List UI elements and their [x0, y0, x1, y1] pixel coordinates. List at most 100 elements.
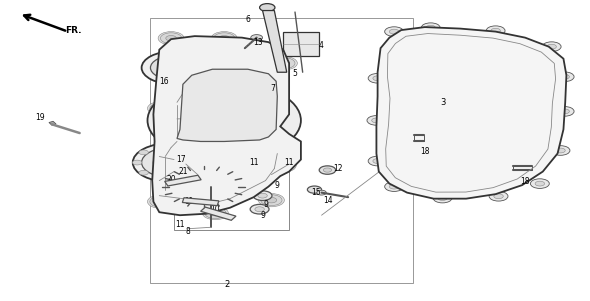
Circle shape: [542, 42, 561, 51]
Circle shape: [155, 73, 166, 78]
Circle shape: [148, 195, 173, 208]
Circle shape: [486, 26, 505, 36]
Circle shape: [560, 74, 569, 79]
Circle shape: [421, 23, 440, 33]
Text: 3: 3: [440, 98, 445, 107]
Text: 11: 11: [184, 197, 194, 206]
Circle shape: [194, 150, 204, 155]
Circle shape: [530, 179, 549, 188]
Circle shape: [148, 168, 173, 181]
Text: 14: 14: [323, 196, 333, 205]
Circle shape: [142, 147, 201, 178]
Circle shape: [205, 208, 226, 219]
Circle shape: [251, 35, 263, 41]
Circle shape: [373, 76, 382, 81]
Circle shape: [255, 207, 264, 212]
Circle shape: [244, 180, 263, 190]
Circle shape: [373, 159, 382, 163]
Text: 8: 8: [185, 227, 190, 236]
Circle shape: [319, 166, 336, 174]
Circle shape: [202, 206, 228, 220]
Circle shape: [179, 174, 228, 199]
Text: 6: 6: [245, 15, 250, 24]
Circle shape: [323, 168, 332, 172]
Circle shape: [156, 144, 165, 148]
Text: 9: 9: [263, 200, 268, 209]
Circle shape: [148, 69, 173, 82]
Circle shape: [195, 147, 242, 172]
Circle shape: [271, 111, 297, 124]
Circle shape: [162, 131, 274, 188]
Circle shape: [307, 186, 322, 193]
Circle shape: [150, 70, 171, 81]
Circle shape: [205, 110, 244, 130]
Polygon shape: [182, 198, 219, 206]
Text: 18: 18: [520, 177, 530, 186]
Circle shape: [254, 85, 275, 96]
Circle shape: [279, 61, 290, 66]
Text: 17: 17: [176, 155, 185, 164]
Circle shape: [177, 138, 260, 181]
Circle shape: [200, 160, 209, 165]
Bar: [150, 18, 413, 283]
Circle shape: [389, 29, 399, 34]
Text: 16: 16: [159, 77, 169, 86]
Bar: [283, 32, 319, 56]
Circle shape: [206, 184, 216, 189]
Circle shape: [153, 154, 189, 172]
Circle shape: [158, 32, 184, 45]
Circle shape: [150, 103, 171, 114]
Circle shape: [177, 177, 186, 182]
Polygon shape: [376, 27, 566, 199]
Circle shape: [160, 33, 182, 44]
Circle shape: [273, 160, 294, 171]
Ellipse shape: [266, 73, 286, 78]
Circle shape: [139, 170, 148, 175]
Text: 11: 11: [175, 220, 185, 229]
Circle shape: [556, 148, 565, 153]
Circle shape: [426, 25, 435, 30]
Circle shape: [166, 36, 176, 41]
Circle shape: [555, 72, 574, 82]
Bar: [174, 141, 289, 230]
Circle shape: [555, 107, 574, 116]
Circle shape: [258, 193, 267, 198]
Circle shape: [189, 102, 260, 138]
Circle shape: [169, 169, 238, 204]
Circle shape: [168, 92, 280, 149]
Circle shape: [259, 88, 270, 93]
Circle shape: [279, 115, 290, 120]
Text: 10: 10: [211, 205, 220, 214]
Circle shape: [148, 102, 173, 115]
Text: 19: 19: [35, 113, 45, 123]
Circle shape: [260, 4, 275, 11]
Circle shape: [274, 58, 295, 69]
Circle shape: [206, 154, 230, 166]
Circle shape: [372, 118, 381, 123]
Text: 2: 2: [225, 280, 230, 289]
Text: 20: 20: [167, 175, 176, 184]
Circle shape: [270, 159, 296, 172]
Circle shape: [177, 144, 186, 148]
Polygon shape: [152, 36, 301, 215]
Circle shape: [190, 180, 217, 194]
Text: FR.: FR.: [65, 26, 82, 35]
Circle shape: [214, 33, 235, 44]
Circle shape: [385, 27, 404, 36]
Circle shape: [317, 190, 326, 195]
Circle shape: [253, 191, 272, 200]
Circle shape: [261, 195, 282, 206]
Text: 9: 9: [275, 181, 280, 190]
Circle shape: [438, 196, 447, 200]
Circle shape: [139, 150, 148, 155]
Text: 7: 7: [270, 84, 275, 93]
Circle shape: [551, 146, 570, 155]
Circle shape: [535, 181, 545, 186]
Circle shape: [150, 169, 171, 180]
Circle shape: [367, 116, 386, 125]
Circle shape: [194, 170, 204, 175]
Circle shape: [155, 199, 166, 204]
Circle shape: [219, 36, 230, 41]
Polygon shape: [263, 11, 287, 72]
Circle shape: [368, 156, 387, 166]
